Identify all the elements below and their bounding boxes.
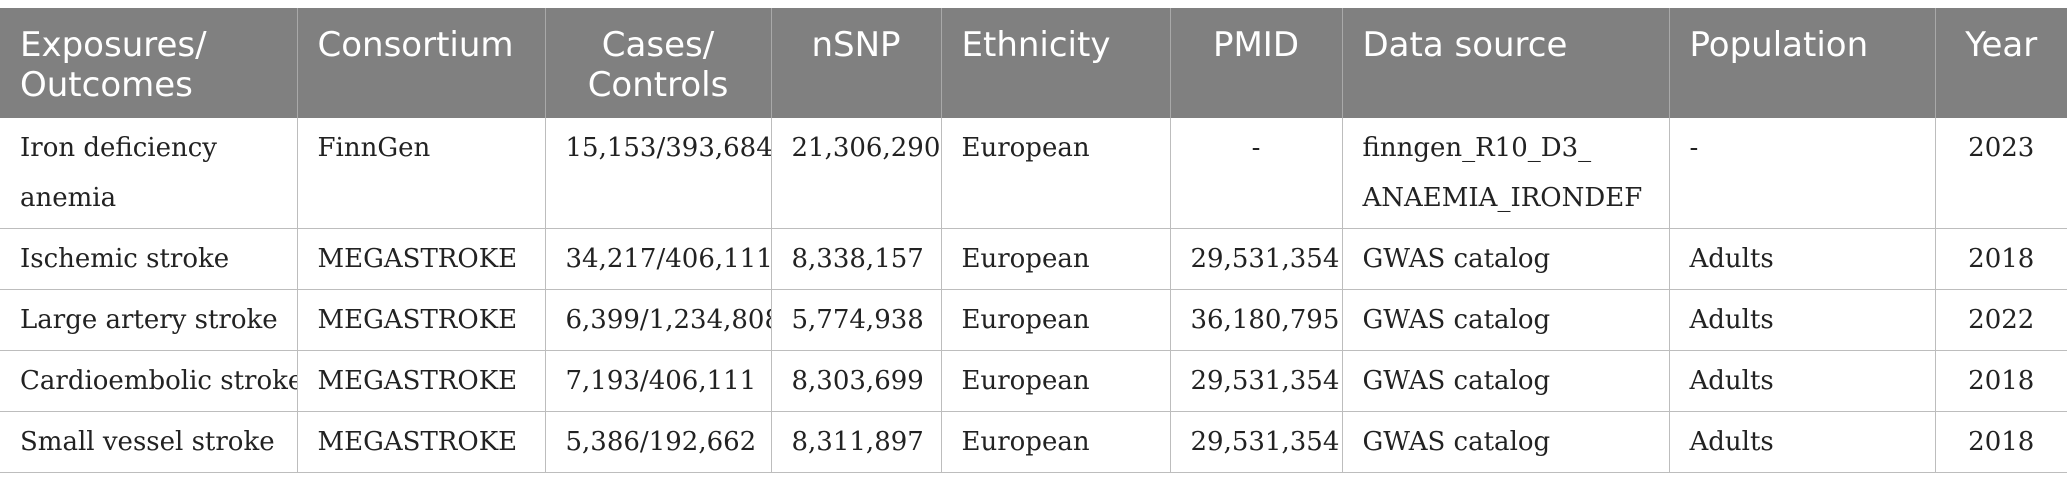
cell-population: Adults [1669, 228, 1936, 290]
cell-nsnp: 8,303,699 [771, 350, 942, 412]
cell-cases-controls: 7,193/406,111 [545, 350, 772, 412]
cell-ethnicity: European [941, 228, 1171, 290]
cell-cases-controls: 6,399/1,234,808 [545, 289, 772, 351]
header-year: Year [1935, 8, 2067, 118]
cell-population: Adults [1669, 350, 1936, 412]
cell-ethnicity: European [941, 350, 1171, 412]
table-row: Cardioembolic stroke MEGASTROKE 7,193/40… [0, 350, 2067, 412]
cell-pmid: 29,531,354 [1170, 411, 1343, 473]
cell-exposure: Iron deficiency anemia [0, 118, 298, 229]
header-exposures-outcomes: Exposures/ Outcomes [0, 8, 298, 118]
cell-nsnp: 8,311,897 [771, 411, 942, 473]
cell-cases-controls: 15,153/393,684 [545, 118, 772, 229]
cell-exposure: Large artery stroke [0, 289, 298, 351]
cell-consortium: MEGASTROKE [297, 411, 546, 473]
header-pmid: PMID [1170, 8, 1343, 118]
cell-exposure: Small vessel stroke [0, 411, 298, 473]
cell-year: 2023 [1935, 118, 2067, 229]
header-nsnp: nSNP [771, 8, 942, 118]
data-table: Exposures/ Outcomes Consortium Cases/ Co… [0, 8, 2067, 473]
table-row: Iron deficiency anemia FinnGen 15,153/39… [0, 118, 2067, 229]
header-consortium: Consortium [297, 8, 546, 118]
cell-year: 2018 [1935, 350, 2067, 412]
cell-year: 2018 [1935, 411, 2067, 473]
cell-data-source: GWAS catalog [1342, 411, 1670, 473]
cell-population: - [1669, 118, 1936, 229]
cell-nsnp: 5,774,938 [771, 289, 942, 351]
header-cases-controls: Cases/ Controls [545, 8, 772, 118]
cell-consortium: MEGASTROKE [297, 289, 546, 351]
cell-data-source: GWAS catalog [1342, 350, 1670, 412]
cell-ethnicity: European [941, 411, 1171, 473]
cell-pmid: 29,531,354 [1170, 228, 1343, 290]
header-data-source: Data source [1342, 8, 1670, 118]
cell-cases-controls: 5,386/192,662 [545, 411, 772, 473]
cell-data-source: GWAS catalog [1342, 228, 1670, 290]
table-row: Ischemic stroke MEGASTROKE 34,217/406,11… [0, 228, 2067, 290]
cell-nsnp: 21,306,290 [771, 118, 942, 229]
cell-population: Adults [1669, 411, 1936, 473]
header-ethnicity: Ethnicity [941, 8, 1171, 118]
cell-consortium: MEGASTROKE [297, 228, 546, 290]
cell-exposure: Cardioembolic stroke [0, 350, 298, 412]
cell-year: 2022 [1935, 289, 2067, 351]
cell-consortium: FinnGen [297, 118, 546, 229]
cell-pmid: - [1170, 118, 1343, 229]
cell-pmid: 29,531,354 [1170, 350, 1343, 412]
cell-data-source: GWAS catalog [1342, 289, 1670, 351]
cell-data-source: finngen_R10_D3_ ANAEMIA_IRONDEF [1342, 118, 1670, 229]
cell-exposure: Ischemic stroke [0, 228, 298, 290]
cell-year: 2018 [1935, 228, 2067, 290]
table-row: Large artery stroke MEGASTROKE 6,399/1,2… [0, 289, 2067, 351]
cell-nsnp: 8,338,157 [771, 228, 942, 290]
cell-ethnicity: European [941, 289, 1171, 351]
cell-pmid: 36,180,795 [1170, 289, 1343, 351]
header-row: Exposures/ Outcomes Consortium Cases/ Co… [0, 8, 2067, 118]
header-population: Population [1669, 8, 1936, 118]
cell-consortium: MEGASTROKE [297, 350, 546, 412]
cell-cases-controls: 34,217/406,111 [545, 228, 772, 290]
table-row: Small vessel stroke MEGASTROKE 5,386/192… [0, 411, 2067, 473]
cell-population: Adults [1669, 289, 1936, 351]
cell-ethnicity: European [941, 118, 1171, 229]
